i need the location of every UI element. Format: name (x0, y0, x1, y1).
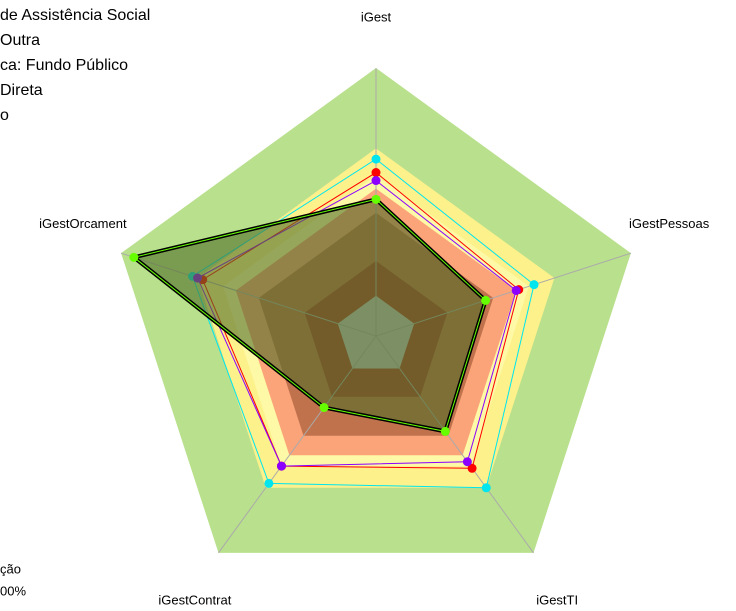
legend-text: o (0, 107, 9, 124)
legend-text: Outra (0, 32, 40, 49)
series-line (132, 198, 487, 432)
axis-label: iGest (361, 9, 392, 24)
series-point (481, 295, 491, 305)
legend-text: ca: Fundo Público (0, 57, 128, 74)
series-point (129, 252, 139, 262)
legend-text: de Assistência Social (0, 7, 150, 24)
series-point (371, 176, 381, 186)
series-point (276, 461, 286, 471)
series-point (440, 426, 450, 436)
series-point (264, 478, 274, 488)
legend-text: Direta (0, 82, 43, 99)
series-point (511, 285, 521, 295)
series-point (371, 194, 381, 204)
series-point (462, 457, 472, 467)
legend-text: 00% (0, 583, 26, 598)
legend-text: ção (0, 561, 21, 576)
axis-label: iGestPessoas (629, 216, 710, 231)
axis-label: iGestTI (536, 592, 578, 607)
axis-label: iGestOrcament (39, 216, 127, 231)
series-point (481, 483, 491, 493)
axis-label: iGestContrat (158, 592, 231, 607)
series-point (529, 280, 539, 290)
series-point (319, 403, 329, 413)
series-point (371, 168, 381, 178)
series-point (371, 154, 381, 164)
series-point (467, 463, 477, 473)
